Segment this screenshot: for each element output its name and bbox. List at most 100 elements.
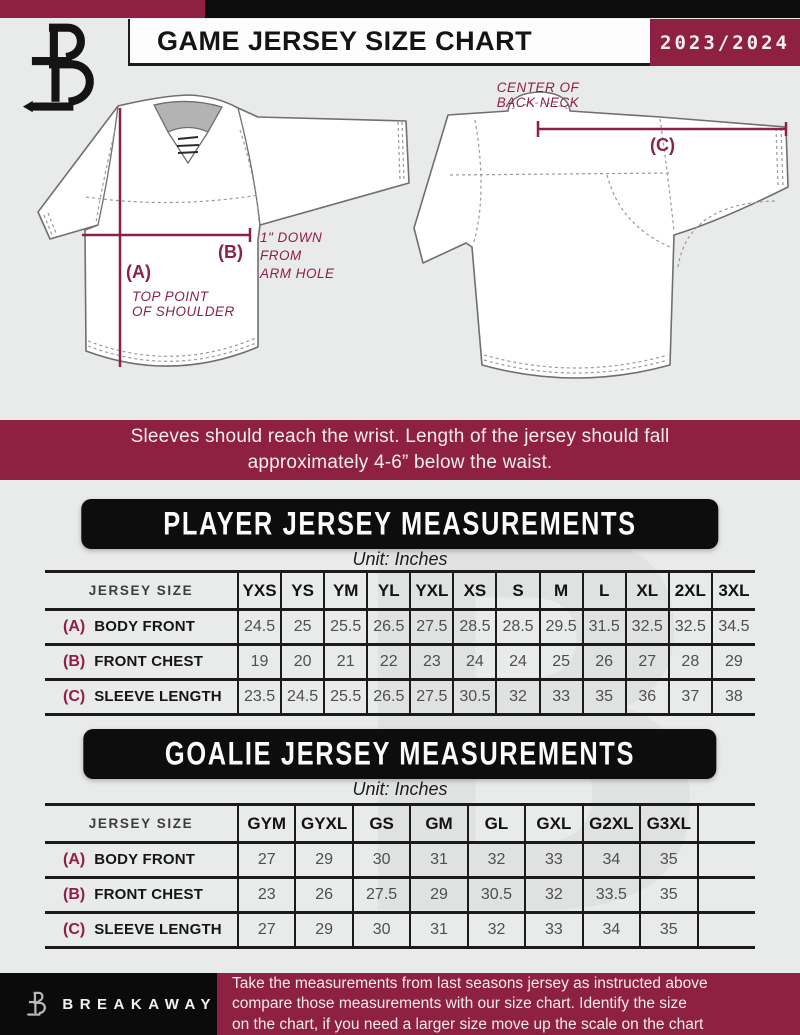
measurement-key: (B) (63, 653, 86, 670)
caption-a-line1: TOP POINT (132, 289, 210, 304)
measurement-value: 30.5 (466, 877, 526, 913)
row-label-cell: (A) BODY FRONT (45, 610, 238, 645)
measurement-value: 33 (538, 679, 583, 715)
size-column-header: GXL (524, 804, 583, 843)
measurement-value: 28.5 (495, 609, 540, 645)
measurement-value: 30.5 (452, 679, 497, 715)
measurement-value: 26.5 (366, 609, 411, 645)
measurement-row: (B) FRONT CHEST 23 26 27.5 29 30.5 32 33.5 35 (45, 877, 755, 913)
measurement-row: (C) SLEEVE LENGTH 23.5 24.5 25.5 26.5 27.5 30.5… (45, 679, 755, 715)
measurement-value: 27.5 (351, 877, 411, 913)
measurement-value: 32 (495, 679, 540, 715)
player-size-table: JERSEY SIZE YXS YS YM YL YXL XS S M L XL 2XL 3XL (A) B… (45, 570, 755, 716)
caption-a-line2: OF SHOULDER (132, 304, 235, 319)
measurement-value: 29 (294, 912, 353, 948)
size-column-header: GL (466, 804, 526, 843)
size-header-row: JERSEY SIZE YXS YS YM YL YXL XS S M L XL 2XL 3XL (45, 571, 755, 610)
measurement-value: 31 (409, 912, 468, 948)
banner-line1: Sleeves should reach the wrist. Length o… (130, 426, 670, 447)
size-column-header: GYXL (294, 804, 353, 843)
measurement-value: 25 (538, 644, 583, 680)
label-c: (C) (650, 135, 675, 155)
row-label-cell: (B) FRONT CHEST (45, 878, 238, 913)
measurement-key: (A) (63, 851, 86, 868)
measurement-value (696, 877, 755, 913)
measurement-value: 33.5 (581, 877, 641, 913)
label-a: (A) (126, 262, 151, 282)
size-column-header: YS (280, 571, 325, 610)
measurement-value: 28 (667, 644, 712, 680)
size-column-header: G3XL (639, 804, 698, 843)
size-column-header: YL (366, 571, 411, 610)
measurement-label: BODY FRONT (94, 851, 196, 868)
brand-name: BREAKAWAY (62, 995, 217, 1013)
measurement-key: (B) (63, 886, 86, 903)
measurement-value: 34 (581, 842, 641, 878)
jersey-size-corner-header: JERSEY SIZE (88, 816, 194, 831)
footer-brand-block: BREAKAWAY (0, 973, 217, 1035)
size-column-header: S (495, 571, 540, 610)
size-column-header (696, 804, 755, 843)
measurement-label: SLEEVE LENGTH (94, 921, 222, 938)
footer-instructions: Take the measurements from last seasons … (217, 973, 800, 1035)
measurement-value: 24.5 (280, 679, 325, 715)
measurement-value: 32.5 (624, 609, 669, 645)
measurement-value: 21 (323, 644, 368, 680)
size-column-header: YXL (409, 571, 454, 610)
caption-c-line2: BACK NECK (497, 95, 580, 110)
banner-line2: approximately 4-6” below the waist. (247, 452, 553, 473)
measurement-value: 27.5 (409, 679, 454, 715)
size-column-header: 2XL (667, 571, 712, 610)
measurement-row: (A) BODY FRONT 27 29 30 31 32 33 34 35 (45, 842, 755, 878)
size-header-row: JERSEY SIZE GYM GYXL GS GM GL GXL G2XL G3XL (45, 804, 755, 843)
measurement-value: 35 (581, 679, 626, 715)
measurement-key: (A) (63, 618, 86, 635)
measurement-value: 28.5 (452, 609, 497, 645)
player-unit-label: Unit: Inches (352, 549, 448, 569)
size-column-header: M (538, 571, 583, 610)
goalie-size-table: JERSEY SIZE GYM GYXL GS GM GL GXL G2XL G3XL (A) BO… (45, 803, 755, 949)
row-label-cell: (C) SLEEVE LENGTH (45, 913, 238, 948)
page-title: GAME JERSEY SIZE CHART (157, 25, 533, 56)
size-column-header: GYM (236, 804, 296, 843)
size-column-header: XL (624, 571, 669, 610)
measurement-value: 27 (236, 842, 296, 878)
caption-b-line3: ARM HOLE (259, 266, 335, 281)
size-column-header: GS (351, 804, 411, 843)
measurement-key: (C) (63, 921, 86, 938)
footer: BREAKAWAY Take the measurements from las… (0, 973, 800, 1035)
measurement-value: 35 (639, 877, 698, 913)
measurement-value: 32 (466, 912, 526, 948)
size-column-header: YXS (236, 571, 282, 610)
jersey-size-corner-header: JERSEY SIZE (88, 583, 194, 598)
back-jersey-diagram: (C) CENTER OF BACK NECK (413, 80, 789, 379)
footer-line1: Take the measurements from last seasons … (232, 975, 708, 992)
breakaway-logo-icon (22, 23, 94, 113)
measurement-value: 24 (452, 644, 497, 680)
footer-line3: on the chart, if you need a larger size … (232, 1015, 704, 1033)
measurement-value: 32 (524, 877, 583, 913)
measurement-value: 38 (710, 679, 755, 715)
measurement-value (696, 912, 755, 948)
caption-b-line1: 1" DOWN (260, 230, 322, 245)
player-title-text: PLAYER JERSEY MEASUREMENTS (163, 505, 637, 542)
footer-line2: compare those measurements with our size… (232, 995, 687, 1013)
measurement-value: 30 (351, 912, 411, 948)
measurement-value: 24.5 (236, 609, 282, 645)
caption-c-line1: CENTER OF (497, 80, 580, 95)
measurement-value: 29 (409, 877, 468, 913)
measurement-value: 29.5 (538, 609, 583, 645)
measurement-value: 23.5 (236, 679, 282, 715)
measurement-value: 37 (667, 679, 712, 715)
jersey-diagrams: (B) 1" DOWN FROM ARM HOLE (A) TOP POINT … (37, 80, 789, 379)
player-section-title: PLAYER JERSEY MEASUREMENTS (81, 499, 719, 549)
measurement-value: 27 (624, 644, 669, 680)
measurement-value: 25.5 (323, 679, 368, 715)
size-column-header: 3XL (710, 571, 755, 610)
size-column-header: L (581, 571, 626, 610)
measurement-value: 24 (495, 644, 540, 680)
row-label-cell: (A) BODY FRONT (45, 843, 238, 878)
breakaway-logo-small-icon (26, 991, 46, 1016)
measurement-value: 35 (639, 842, 698, 878)
